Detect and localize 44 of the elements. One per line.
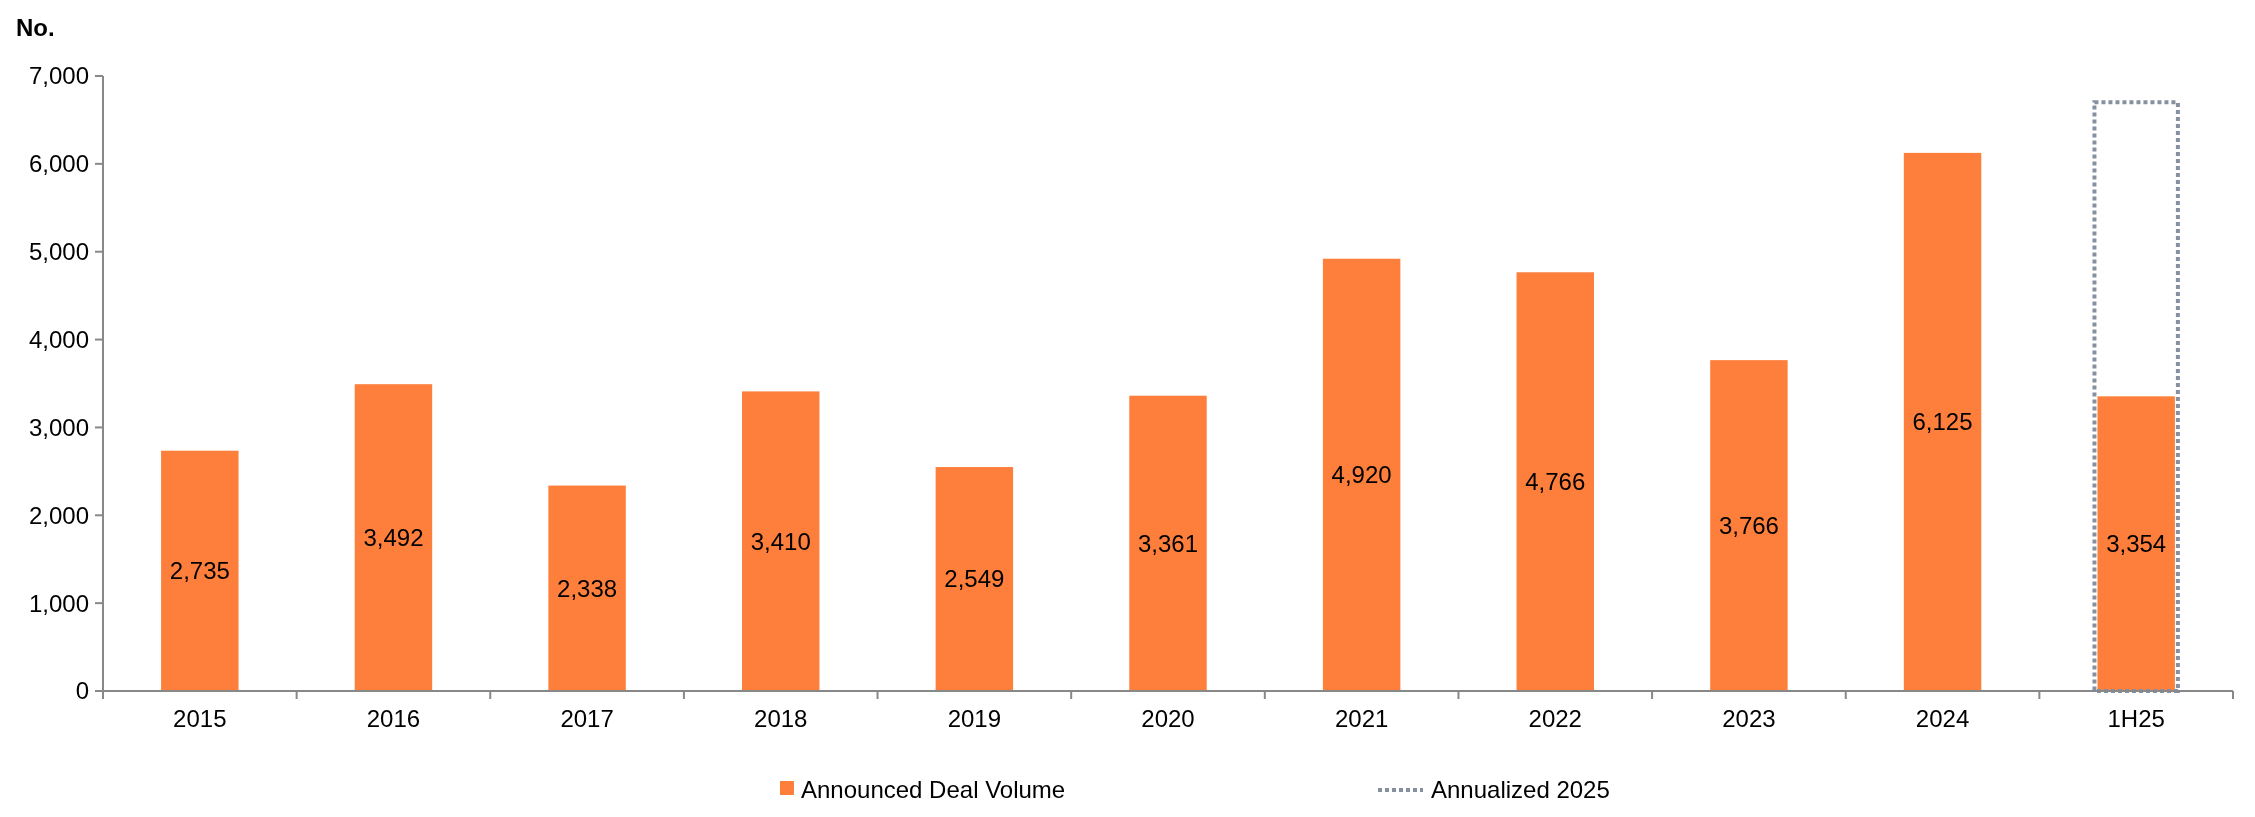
x-tick-label: 2023	[1722, 705, 1776, 732]
data-label: 2,549	[944, 565, 1005, 593]
legend-label: Annualized 2025	[1431, 776, 1610, 803]
data-label: 4,766	[1525, 468, 1586, 496]
bar	[2097, 396, 2175, 691]
x-tick-label: 2015	[173, 705, 227, 732]
x-tick-label: 2024	[1915, 705, 1970, 732]
y-tick-label: 3,000	[28, 413, 89, 441]
x-tick-label: 1H25	[2107, 705, 2165, 732]
data-label: 3,361	[1137, 529, 1199, 557]
data-label: 3,354	[2106, 530, 2167, 558]
bar	[161, 450, 239, 691]
x-tick-label: 2020	[1141, 705, 1195, 732]
y-tick-label: 4,000	[28, 325, 89, 353]
y-tick-label: 1,000	[28, 589, 89, 617]
y-axis-title: No.	[16, 14, 55, 41]
legend-label: Announced Deal Volume	[801, 776, 1066, 803]
x-tick-label: 2022	[1528, 705, 1582, 732]
data-label: 3,410	[750, 527, 811, 555]
data-label: 3,492	[363, 524, 424, 551]
data-label: 2,338	[557, 574, 618, 602]
y-tick-label: 5,000	[28, 238, 89, 266]
y-tick-label: 0	[75, 677, 89, 705]
data-label: 3,766	[1718, 511, 1779, 539]
bar	[1516, 272, 1594, 691]
bar	[1710, 360, 1788, 691]
x-tick-label: 2018	[754, 705, 808, 732]
x-tick-label: 2016	[366, 705, 421, 732]
bar	[742, 391, 820, 691]
y-tick-label: 6,000	[28, 150, 89, 178]
bar	[354, 384, 433, 691]
bar	[548, 485, 626, 691]
x-tick-label: 2021	[1334, 705, 1389, 732]
x-tick-label: 2017	[560, 705, 614, 732]
bar	[1322, 258, 1401, 691]
data-label: 2,735	[169, 557, 230, 585]
data-label: 4,920	[1331, 461, 1392, 489]
data-label: 6,125	[1912, 408, 1973, 436]
bar	[1129, 395, 1207, 691]
y-tick-label: 7,000	[28, 62, 89, 90]
y-tick-label: 2,000	[28, 501, 89, 529]
bar	[1903, 152, 1982, 691]
x-tick-label: 2019	[947, 705, 1002, 732]
bar	[935, 467, 1014, 691]
